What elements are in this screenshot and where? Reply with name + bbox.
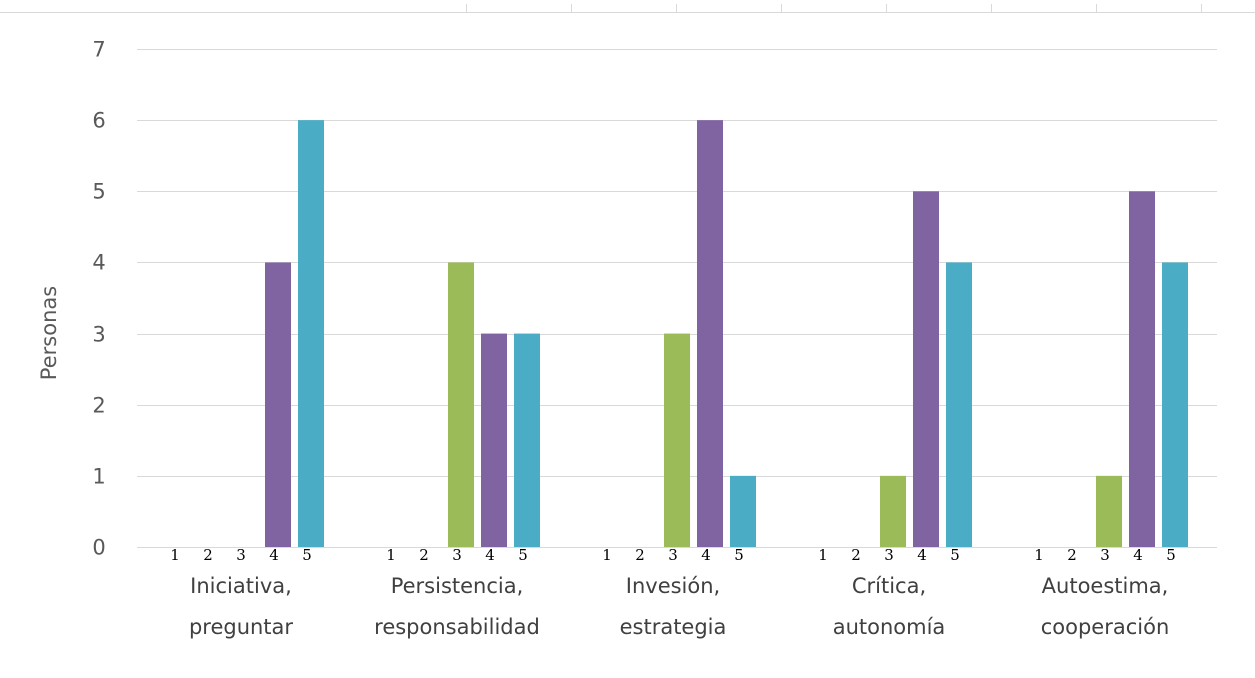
category-label: cooperación	[1041, 615, 1170, 639]
category-label: autonomía	[833, 615, 946, 639]
y-tick-label: 2	[92, 394, 105, 418]
level-label: 2	[419, 546, 429, 564]
top-tick-marks	[466, 4, 1202, 12]
bar	[1129, 191, 1155, 548]
y-tick-label: 0	[92, 536, 105, 560]
level-label: 5	[950, 546, 960, 564]
bar	[664, 333, 690, 547]
bar	[1096, 475, 1122, 547]
bar	[481, 333, 507, 547]
bar	[448, 262, 474, 547]
level-label: 4	[1133, 546, 1143, 564]
y-tick-label: 4	[92, 251, 105, 275]
level-label: 3	[884, 546, 894, 564]
level-label: 3	[668, 546, 678, 564]
bar	[1162, 262, 1188, 547]
category-label: Iniciativa,	[190, 574, 292, 598]
level-label: 1	[170, 546, 180, 564]
level-label: 5	[302, 546, 312, 564]
level-label: 3	[1100, 546, 1110, 564]
bar	[298, 120, 324, 548]
category-label: Crítica,	[852, 574, 926, 598]
level-labels: 1 2 3 4 5 1 2 3 4 5 1 2 3 4 5 1 2 3 4 5 1 2 3 4 5	[170, 546, 1176, 564]
level-label: 4	[485, 546, 495, 564]
y-axis-label: Personas	[37, 286, 61, 380]
level-label: 4	[917, 546, 927, 564]
level-label: 4	[701, 546, 711, 564]
level-label: 1	[1034, 546, 1044, 564]
bar	[697, 120, 723, 548]
category-label: Autoestima,	[1042, 574, 1169, 598]
category-label: Persistencia,	[391, 574, 524, 598]
level-label: 5	[734, 546, 744, 564]
level-label: 1	[386, 546, 396, 564]
bars	[265, 120, 1188, 548]
y-tick-label: 3	[92, 323, 105, 347]
bar	[913, 191, 939, 548]
bar	[514, 333, 540, 547]
category-labels: Iniciativa, preguntar Persistencia, respons…	[189, 574, 1169, 639]
level-label: 2	[635, 546, 645, 564]
level-label: 5	[1166, 546, 1176, 564]
y-tick-label: 6	[92, 109, 105, 133]
level-label: 3	[452, 546, 462, 564]
category-label: estrategia	[620, 615, 727, 639]
bar	[265, 262, 291, 547]
level-label: 2	[1067, 546, 1077, 564]
level-label: 4	[269, 546, 279, 564]
level-label: 2	[851, 546, 861, 564]
y-tick-labels: 0 1 2 3 4 5 6 7	[92, 38, 105, 560]
level-label: 3	[236, 546, 246, 564]
category-label: preguntar	[189, 615, 293, 639]
bar	[880, 475, 906, 547]
level-label: 1	[602, 546, 612, 564]
level-label: 2	[203, 546, 213, 564]
level-label: 1	[818, 546, 828, 564]
y-tick-label: 1	[92, 465, 105, 489]
category-label: responsabilidad	[374, 615, 540, 639]
category-label: Invesión,	[626, 574, 720, 598]
y-tick-label: 5	[92, 180, 105, 204]
bar	[946, 262, 972, 547]
y-tick-label: 7	[92, 38, 105, 62]
bar	[730, 475, 756, 547]
level-label: 5	[518, 546, 528, 564]
